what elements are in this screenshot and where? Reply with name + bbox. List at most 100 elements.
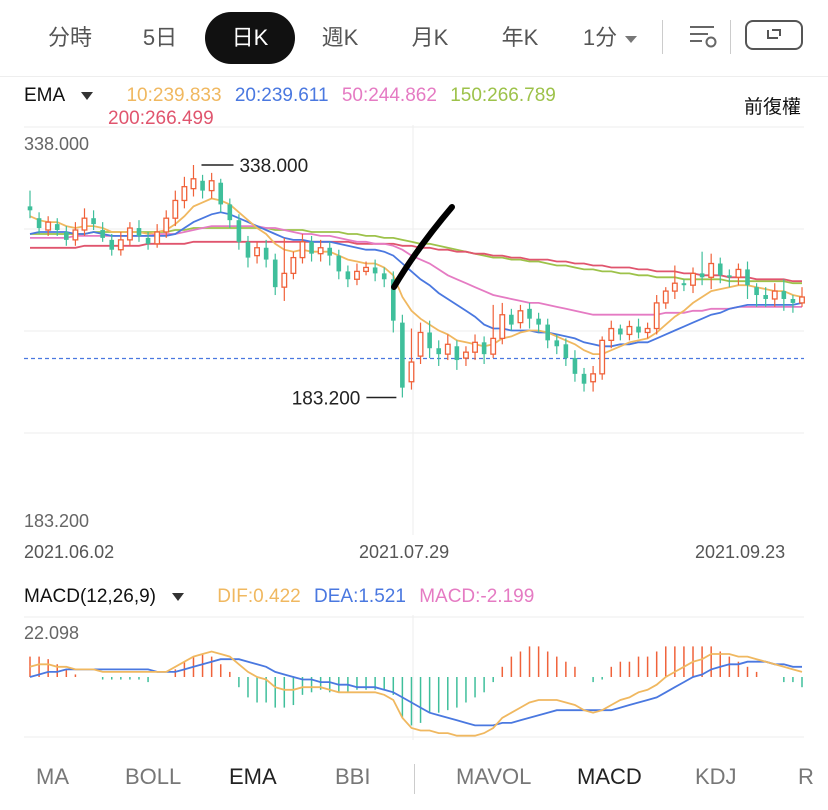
candle-up xyxy=(644,322,651,339)
candle-down xyxy=(263,239,269,268)
tab-kdj[interactable]: KDJ xyxy=(695,764,737,789)
candle-up xyxy=(671,265,678,299)
candle-body xyxy=(354,270,360,280)
candle-down xyxy=(200,174,205,199)
candle-body xyxy=(327,247,333,256)
candle-down xyxy=(509,308,514,331)
candle-body xyxy=(717,263,723,276)
candle-body xyxy=(72,229,79,241)
candle-down xyxy=(536,312,541,333)
candle-body xyxy=(509,314,514,325)
candle-body xyxy=(145,237,151,244)
candle-body xyxy=(481,342,487,355)
candle-body xyxy=(345,271,351,280)
candle-body xyxy=(690,272,696,286)
candle-down xyxy=(681,279,687,292)
tab-yearly-k[interactable]: 年K xyxy=(478,12,562,64)
candle-body xyxy=(590,373,597,383)
candle-up xyxy=(172,190,179,227)
candle-body xyxy=(626,325,633,336)
candle-up xyxy=(690,267,696,294)
tab-monthly-k-label: 月K xyxy=(411,25,449,50)
candle-down xyxy=(727,269,732,288)
chevron-down-icon xyxy=(625,35,638,43)
tab-rsi[interactable]: R xyxy=(798,764,814,789)
macd-y-max-label: 22.098 xyxy=(24,623,80,643)
candle-body xyxy=(208,180,215,192)
tab-monthly-k[interactable]: 月K xyxy=(388,12,472,64)
tab-boll[interactable]: BOLL xyxy=(125,764,182,789)
period-toolbar: 分時 5日 日K 週K 月K 年K 1分 xyxy=(0,0,828,76)
tab-ema[interactable]: EMA xyxy=(229,764,277,789)
landscape-button[interactable] xyxy=(744,18,804,57)
macd-indicator-selector[interactable]: MACD(12,26,9) xyxy=(24,586,192,607)
candle-up xyxy=(72,222,79,246)
candle-body xyxy=(109,239,115,250)
candle-down xyxy=(218,178,224,213)
tab-mavol[interactable]: MAVOL xyxy=(456,764,532,789)
candle-down xyxy=(345,265,351,288)
candle-up xyxy=(281,237,288,301)
ema-indicator-selector[interactable]: EMA xyxy=(24,85,101,106)
tab-minute-dropdown[interactable]: 1分 xyxy=(572,12,648,64)
candle-body xyxy=(45,221,52,231)
candle-body xyxy=(735,268,742,278)
tab-weekly-k-label: 週K xyxy=(321,25,359,50)
candle-up xyxy=(254,241,261,264)
adjust-mode-label[interactable]: 前復權 xyxy=(744,97,802,118)
candlestick-chart[interactable]: 338.000 183.200 xyxy=(0,125,828,540)
candle-body xyxy=(163,217,170,233)
candle-down xyxy=(763,287,768,307)
macd-chart[interactable] xyxy=(0,615,828,740)
candle-body xyxy=(681,283,687,286)
candle-up xyxy=(472,334,478,361)
candle-down xyxy=(563,338,569,366)
candle-up xyxy=(662,287,669,309)
candle-body xyxy=(181,186,188,202)
dif-line xyxy=(29,650,803,737)
candle-down xyxy=(699,251,705,286)
candle-down xyxy=(427,320,432,359)
candle-body xyxy=(381,273,387,280)
candle-body xyxy=(400,322,405,388)
chevron-down-icon xyxy=(81,91,94,100)
hand-drawn-stroke xyxy=(391,204,455,290)
candle-down xyxy=(454,340,460,370)
tab-daily-k-label: 日K xyxy=(231,25,269,50)
candle-body xyxy=(126,227,133,241)
tab-5day[interactable]: 5日 xyxy=(118,12,202,64)
candle-body xyxy=(771,290,778,300)
tab-daily-k[interactable]: 日K xyxy=(205,12,295,64)
dea-line xyxy=(29,658,802,727)
tab-intraday[interactable]: 分時 xyxy=(28,12,112,64)
candle-body xyxy=(436,348,442,355)
candle-up xyxy=(163,210,170,238)
candle-down xyxy=(781,279,787,311)
candle-down xyxy=(91,210,96,231)
candle-body xyxy=(200,180,205,191)
candle-body xyxy=(517,310,524,324)
ema-legend-row2: 200:266.499 xyxy=(108,108,222,130)
candle-up xyxy=(190,165,197,197)
candle-body xyxy=(390,279,396,321)
candle-down xyxy=(381,267,387,288)
chart-annotations: 338.000 183.200 xyxy=(201,156,455,409)
tab-bbi[interactable]: BBI xyxy=(335,764,371,789)
candle-down xyxy=(572,350,578,382)
chart-settings-button[interactable] xyxy=(686,18,720,57)
candle-body xyxy=(372,267,378,274)
candle-body xyxy=(190,178,197,190)
candle-body xyxy=(254,247,261,257)
candle-body xyxy=(727,275,732,278)
tab-weekly-k[interactable]: 週K xyxy=(298,12,382,64)
candle-body xyxy=(136,228,142,236)
tab-ma[interactable]: MA xyxy=(36,764,69,789)
ema10-value: 10:239.833 xyxy=(126,85,222,106)
candle-up xyxy=(317,239,324,262)
indicator-tabs: MA BOLL EMA BBI MAVOL MACD KDJ R xyxy=(0,750,828,810)
candle-up xyxy=(608,320,615,349)
candle-body xyxy=(799,296,805,304)
candle-down xyxy=(27,190,33,219)
ema-legend: EMA 10:239.833 20:239.611 50:244.862 150… xyxy=(24,85,564,107)
tab-macd[interactable]: MACD xyxy=(577,764,642,789)
